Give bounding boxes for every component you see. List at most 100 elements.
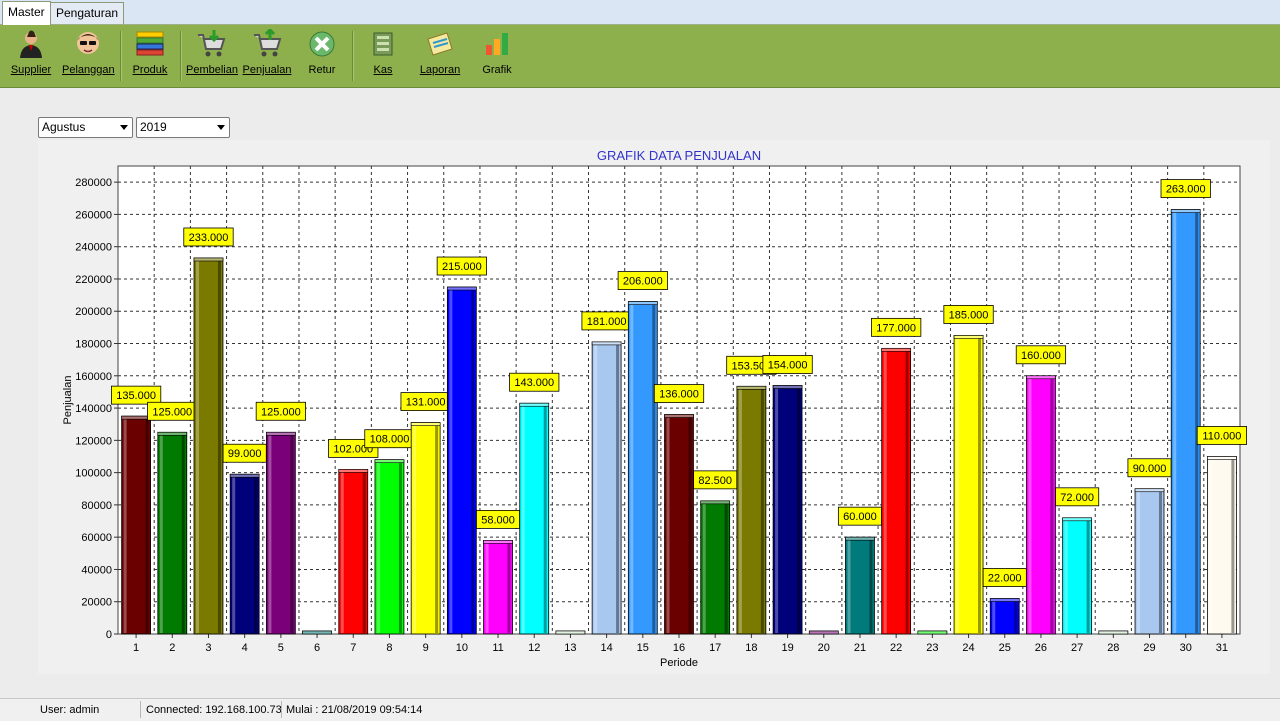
data-label: 233.000: [189, 232, 229, 244]
data-label: 82.500: [698, 475, 732, 487]
x-tick-label: 14: [600, 642, 612, 654]
tab-master[interactable]: Master: [2, 1, 51, 25]
x-tick-label: 5: [278, 642, 284, 654]
pelanggan-button[interactable]: Pelanggan: [62, 27, 115, 85]
bar-top: [447, 286, 477, 291]
bar-side: [435, 425, 439, 634]
data-label: 99.000: [228, 448, 262, 460]
bar: [1026, 375, 1056, 635]
pelanggan-icon: [77, 32, 99, 54]
kas-button[interactable]: Kas: [366, 27, 400, 85]
data-label: 90.000: [1133, 463, 1167, 475]
bar: [808, 630, 839, 635]
bar: [302, 630, 332, 635]
data-label: 60.000: [843, 511, 877, 523]
bar: [1134, 488, 1165, 635]
data-label: 206.000: [623, 276, 663, 288]
bar-top: [483, 540, 513, 544]
bar: [374, 459, 405, 635]
data-label-box: [1196, 426, 1248, 445]
bar-side: [1195, 212, 1199, 634]
x-tick-label: 28: [1107, 642, 1119, 654]
x-tick-label: 2: [169, 642, 175, 654]
bar: [736, 385, 767, 635]
data-label: 185.000: [949, 309, 989, 321]
bar-side: [507, 543, 511, 634]
y-tick-label: 20000: [81, 597, 112, 609]
report-icon: [427, 32, 453, 56]
bar-side: [616, 344, 620, 634]
bar-highlight: [775, 387, 779, 633]
bar-highlight: [1173, 211, 1177, 633]
penjualan-button[interactable]: Penjualan: [242, 27, 292, 85]
y-axis-label: Penjualan: [62, 376, 74, 425]
bar-side: [797, 388, 801, 634]
bar: [881, 347, 912, 635]
y-tick-label: 240000: [75, 242, 112, 254]
bar-top: [1170, 209, 1201, 213]
bar: [338, 468, 369, 635]
bar-top: [555, 630, 586, 635]
y-tick-label: 60000: [81, 532, 112, 544]
month-select[interactable]: Agustus: [38, 117, 133, 138]
bar-side: [978, 338, 982, 634]
supplier-icon: [20, 30, 42, 58]
bar-top: [157, 431, 188, 436]
bar: [265, 431, 296, 635]
x-tick-label: 27: [1071, 642, 1083, 654]
bar-top: [374, 459, 405, 464]
x-tick-label: 17: [709, 642, 721, 654]
data-label-box: [255, 401, 306, 421]
bar-top: [1134, 488, 1165, 493]
bar: [555, 630, 586, 635]
x-tick-label: 16: [673, 642, 685, 654]
pembelian-button[interactable]: Pembelian: [186, 27, 238, 85]
data-label: 110.000: [1202, 430, 1241, 442]
x-tick-label: 26: [1035, 642, 1047, 654]
y-tick-label: 140000: [75, 403, 112, 415]
bar-highlight: [738, 388, 742, 633]
bar: [1062, 517, 1093, 635]
bar-highlight: [159, 434, 163, 633]
month-value: Agustus: [42, 120, 86, 134]
year-select[interactable]: 2019: [136, 117, 230, 138]
x-tick-label: 30: [1180, 642, 1192, 654]
bar-top: [664, 414, 694, 418]
y-tick-label: 80000: [81, 500, 112, 512]
x-tick-label: 19: [781, 642, 793, 654]
data-label: 102.000: [333, 443, 373, 455]
supplier-button[interactable]: Supplier: [8, 27, 54, 85]
bar-top: [302, 630, 332, 635]
status-user: User: admin: [40, 704, 100, 716]
bar: [627, 301, 658, 635]
grafik-button[interactable]: Grafik: [478, 27, 516, 85]
sales-chart: 0 20000 40000 60000 80000 100000 120000 140000 1…: [62, 148, 1248, 669]
data-label-box: [183, 227, 234, 247]
bar-highlight: [1209, 458, 1213, 633]
laporan-button[interactable]: Laporan: [418, 27, 462, 85]
bar-side: [254, 477, 258, 634]
x-axis-label: Periode: [660, 657, 698, 669]
bar-top: [266, 431, 296, 436]
chart-title: GRAFIK DATA PENJUALAN: [597, 148, 761, 163]
x-tick-label: 9: [423, 642, 429, 654]
bar: [193, 257, 224, 635]
tab-pengaturan[interactable]: Pengaturan: [50, 2, 125, 24]
y-tick-label: 220000: [75, 274, 112, 286]
bar-side: [1158, 491, 1162, 634]
chevron-down-icon: [217, 125, 225, 130]
bar-side: [688, 417, 692, 634]
bar: [700, 500, 731, 635]
bar-top: [229, 473, 260, 478]
produk-button[interactable]: Produk: [130, 27, 170, 85]
bar: [953, 335, 984, 635]
bar-highlight: [630, 303, 634, 633]
data-label: 153.500: [732, 360, 772, 372]
bar: [1170, 209, 1201, 635]
pembelian-label: Pembelian: [186, 64, 238, 76]
bar-side: [471, 290, 475, 634]
retur-button[interactable]: Retur: [302, 27, 342, 85]
bar-highlight: [594, 343, 598, 633]
data-label: 177.000: [876, 322, 916, 334]
bar-side: [181, 435, 185, 634]
